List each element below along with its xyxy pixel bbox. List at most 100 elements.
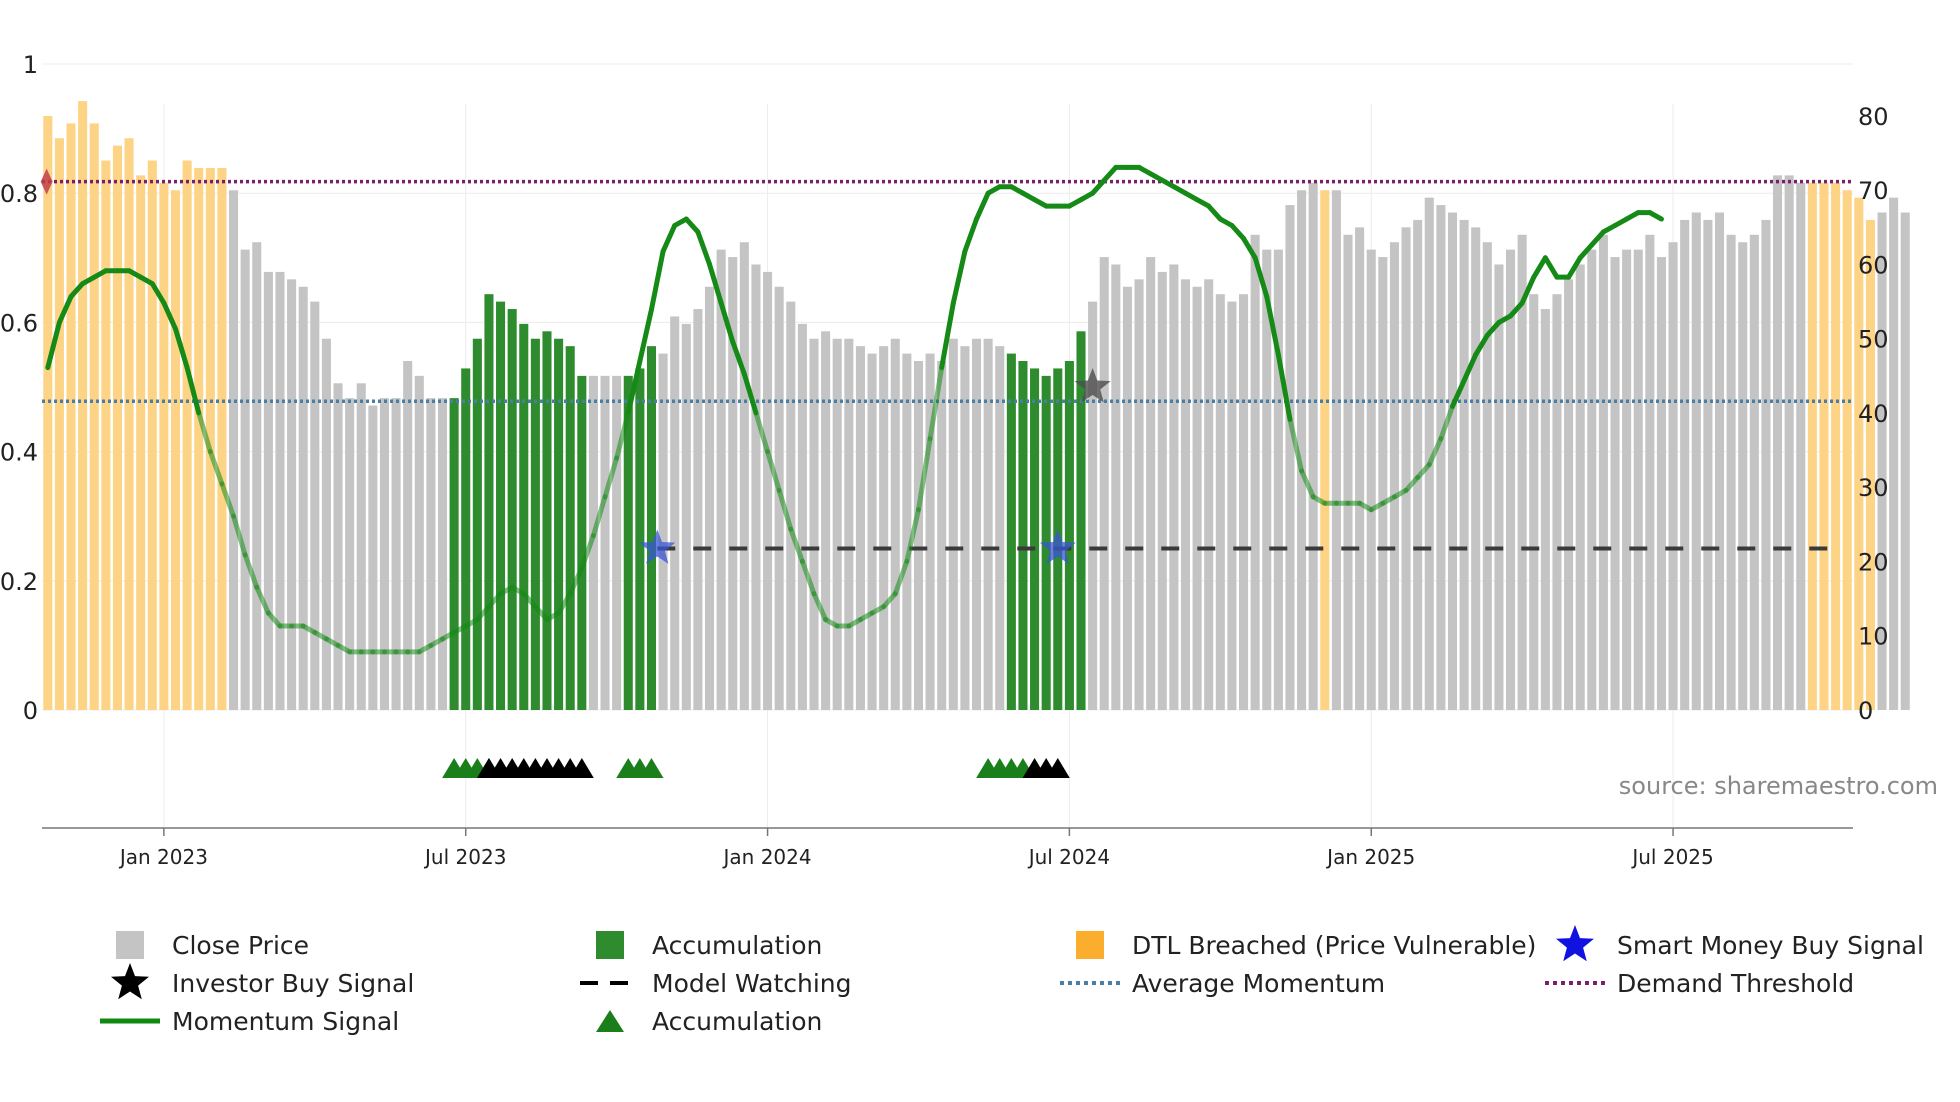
close-price-bar (1366, 249, 1376, 710)
close-price-bar (1018, 361, 1028, 710)
close-price-bar (124, 138, 134, 710)
close-price-bar (1215, 294, 1225, 710)
legend-accumulation-triangle: Accumulation (596, 1007, 822, 1036)
close-price-bar (1099, 257, 1109, 710)
momentum-signal-segment (474, 604, 492, 623)
close-price-bar (658, 353, 668, 710)
close-price-bar (194, 167, 204, 710)
close-price-bar (1064, 361, 1074, 710)
close-price-bar (879, 346, 889, 710)
close-price-bar (1540, 309, 1550, 710)
close-price-bar (890, 338, 900, 710)
momentum-signal-segment (1542, 255, 1560, 280)
legend-label: DTL Breached (Price Vulnerable) (1132, 931, 1536, 960)
close-price-bar (704, 286, 715, 710)
legend-label: Demand Threshold (1617, 969, 1854, 998)
momentum-signal-segment (1090, 177, 1107, 196)
close-price-bar (1180, 279, 1191, 710)
close-price-bar (1494, 264, 1504, 710)
close-price-bar (1749, 234, 1759, 710)
close-price-bar (646, 346, 656, 710)
momentum-signal-segment (1461, 352, 1479, 384)
close-price-bar (1331, 190, 1341, 711)
close-price-bar (1796, 182, 1806, 711)
momentum-signal-segment (556, 591, 573, 616)
close-price-bar (1262, 249, 1272, 710)
close-price-bar (913, 361, 924, 710)
legend-momentum-signal: Momentum Signal (100, 1007, 399, 1036)
x-tick-label: Jul 2024 (1027, 845, 1110, 869)
momentum-signal-segment (149, 281, 167, 306)
momentum-signal-segment (1577, 242, 1595, 261)
momentum-signal-segment (765, 449, 782, 493)
left-tick-label: 0.2 (0, 568, 38, 596)
close-price-bar (1773, 175, 1783, 711)
close-price-bar (1076, 331, 1086, 710)
close-price-bar (971, 338, 982, 710)
close-price-bar (925, 353, 935, 710)
close-price-bar (1668, 242, 1678, 710)
momentum-signal-segment (730, 339, 747, 377)
momentum-signal-segment (637, 306, 654, 364)
close-price-bar (437, 398, 448, 710)
close-price-bar (205, 167, 215, 710)
accumulation-triangles (442, 758, 1070, 778)
close-price-bar (1645, 234, 1655, 710)
close-price-bar (1459, 219, 1469, 710)
close-price-bar (240, 249, 250, 710)
legend-swatch (116, 931, 144, 959)
close-price-bar (600, 375, 610, 710)
close-price-bar (1122, 286, 1132, 710)
momentum-signal-segment (1508, 300, 1525, 319)
source-credit: source: sharemaestro.com (1619, 772, 1938, 800)
momentum-signal-segment (1403, 474, 1421, 493)
close-price-bar (147, 160, 157, 710)
close-price-bar (1517, 234, 1527, 710)
close-price-bar (1552, 294, 1562, 710)
x-tick-label: Jul 2025 (1630, 845, 1713, 869)
close-price-bar (797, 323, 807, 710)
close-price-bar (902, 353, 912, 710)
close-price-bar (1273, 249, 1283, 710)
momentum-signal-segment (939, 300, 956, 371)
close-price-bar (995, 346, 1005, 710)
momentum-signal-segment (881, 591, 898, 610)
smart-money-star (639, 529, 676, 564)
momentum-signal-segment (590, 494, 608, 539)
close-price-bar (1564, 279, 1574, 710)
close-price-bar (1378, 257, 1388, 710)
legend-label: Momentum Signal (172, 1007, 399, 1036)
close-price-bar (948, 338, 958, 710)
momentum-signal-segment (532, 604, 550, 623)
signal-markers (40, 168, 1111, 564)
close-price-bar (507, 309, 517, 710)
momentum-signal-segment (718, 300, 736, 345)
close-price-bar (1157, 271, 1167, 710)
momentum-signal-segment (184, 365, 202, 416)
momentum-signal-segment (254, 584, 271, 616)
close-price-bar (333, 383, 343, 710)
close-price-bar (275, 271, 285, 710)
momentum-signal-segment (1229, 223, 1247, 241)
close-price-bar (379, 398, 389, 710)
close-price-bar (484, 294, 494, 710)
close-price-bar (449, 398, 459, 710)
close-price-bar (426, 398, 436, 710)
close-price-bar (1401, 227, 1411, 710)
momentum-signal-segment (242, 552, 260, 590)
momentum-signal-segment (1589, 229, 1606, 248)
close-price-bar (66, 123, 76, 711)
close-price-bar (1842, 190, 1852, 711)
left-tick-label: 0.4 (0, 439, 38, 467)
right-tick-label: 40 (1858, 400, 1889, 428)
close-price-bar (182, 160, 192, 710)
close-price-bar (1192, 286, 1202, 710)
left-tick-label: 0 (23, 697, 38, 725)
momentum-signal-segment (1647, 210, 1664, 222)
momentum-signal-segment (788, 526, 805, 564)
momentum-signal-segment (486, 591, 504, 610)
momentum-signal-segment (173, 326, 190, 371)
momentum-signal-segment (915, 436, 933, 513)
right-tick-label: 50 (1858, 326, 1889, 354)
close-price-bar (1714, 212, 1725, 711)
